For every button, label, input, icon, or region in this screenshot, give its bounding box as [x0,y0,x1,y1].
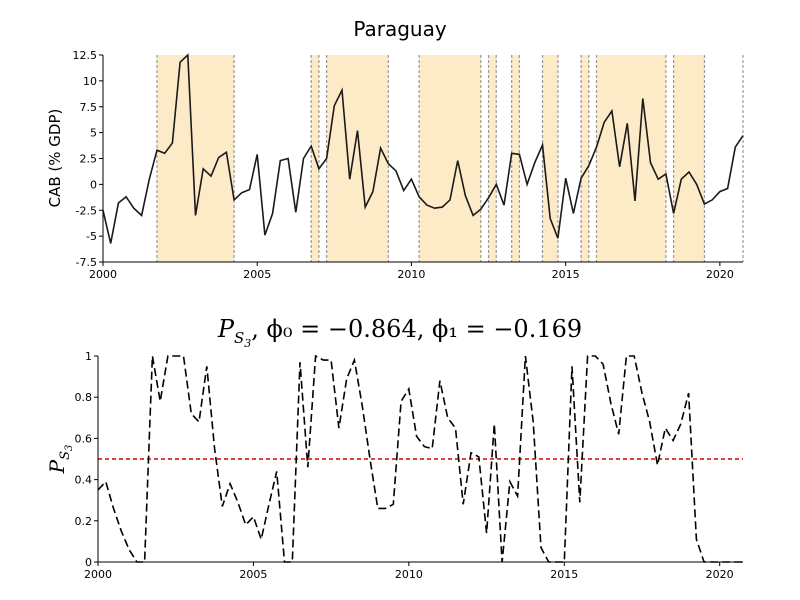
y-tick-label: 10 [83,75,97,88]
recession-shading [156,55,705,262]
y-tick-label: 1 [85,350,92,363]
y-tick-label: 0 [85,556,92,569]
shaded-period-5 [511,55,520,262]
chart-title: Paraguay [353,17,447,41]
y-tick-label: 0.4 [75,474,93,487]
y-tick-label: 0.6 [75,432,93,445]
shaded-period-9 [673,55,705,262]
y-tick-label: 0.8 [75,391,93,404]
shaded-period-4 [488,55,497,262]
x-tick-label: 2015 [550,568,578,581]
ylabel-p: P [45,459,69,474]
y-tick-label: 12.5 [73,49,98,62]
y-tick-label: 0.2 [75,515,93,528]
shaded-period-7 [581,55,589,262]
shaded-period-3 [419,55,481,262]
y-tick-label: 7.5 [80,101,98,114]
x-tick-label: 2005 [243,268,271,281]
x-tick-label: 2010 [397,268,425,281]
shaded-period-0 [156,55,235,262]
period-boundary-lines [156,55,744,262]
chart-probability: PS3, ϕ₀ = −0.864, ϕ₁ = −0.169 10.80.60.4… [45,315,743,581]
x-tick-label: 2000 [84,568,112,581]
y-axis-label: CAB (% GDP) [46,109,64,208]
x-tick-label: 2020 [706,568,734,581]
x-tick-label: 2020 [706,268,734,281]
ylabel-sub-s: S [58,451,73,460]
title-sub-3: 3 [244,337,251,350]
y-tick-label: -2.5 [76,204,97,217]
y-tick-label: -5 [86,230,97,243]
y-axis-ticks-prob: 1 0.8 0.6 0.4 0.2 0 [75,350,98,569]
y-tick-label: -7.5 [76,256,97,269]
x-axis-ticks: 2000 2005 2010 2015 2020 [89,262,734,281]
y-tick-label: 5 [90,127,97,140]
chart-title-prob: PS3, ϕ₀ = −0.864, ϕ₁ = −0.169 [217,315,582,350]
y-tick-label: 0 [90,178,97,191]
ylabel-sub-3: 3 [64,445,75,451]
x-axis-ticks-prob: 2000 2005 2010 2015 2020 [84,562,734,581]
y-tick-label: 2.5 [80,153,98,166]
x-tick-label: 2005 [239,568,267,581]
title-sub-s: S [234,329,244,347]
y-axis-label-prob: PS3 [45,445,75,475]
title-rest: , ϕ₀ = −0.864, ϕ₁ = −0.169 [251,315,582,343]
y-axis-ticks: 12.5 10 7.5 5 2.5 0 -2.5 -5 -7.5 [73,49,103,269]
shaded-period-6 [542,55,558,262]
probability-series-line [97,354,743,563]
cab-series-line [102,53,744,244]
title-p: P [217,315,235,343]
x-tick-label: 2000 [89,268,117,281]
x-tick-label: 2010 [395,568,423,581]
x-tick-label: 2015 [552,268,580,281]
